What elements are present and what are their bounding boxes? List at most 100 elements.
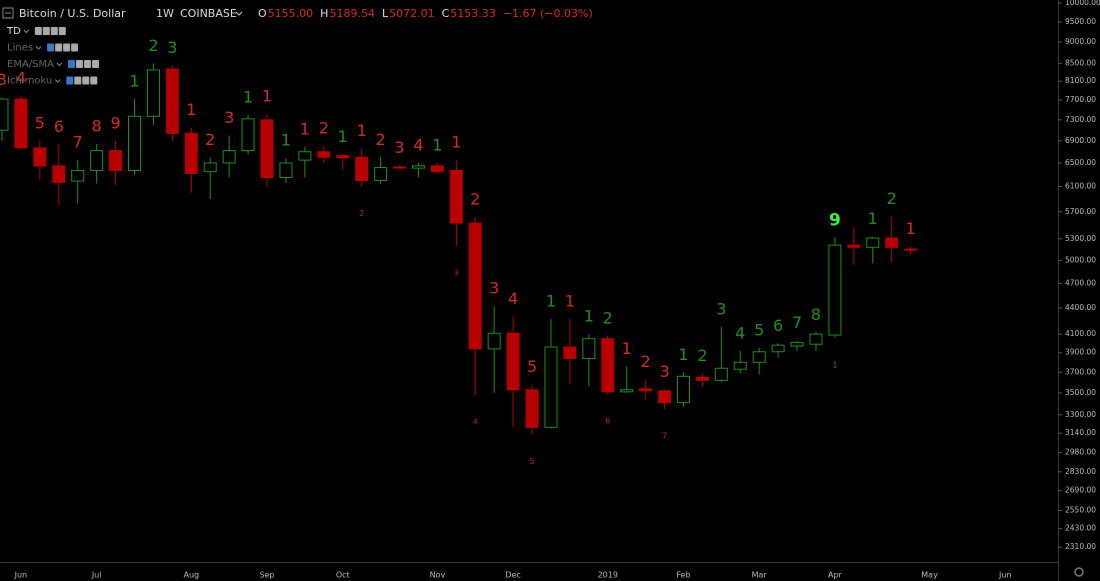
- candle-body: [752, 351, 766, 363]
- candle-body: [374, 167, 388, 182]
- y-tick-label: 2310.00: [1065, 542, 1096, 551]
- candle-body: [866, 237, 880, 248]
- candle-body: [279, 162, 293, 179]
- td-count: 5: [527, 357, 537, 376]
- x-tick-label: Aug: [183, 571, 199, 580]
- candle-body: [0, 98, 9, 131]
- candle-body: [449, 169, 463, 224]
- td-count: 1: [565, 292, 575, 311]
- candle-body: [128, 115, 142, 171]
- exchange: COINBASE: [180, 7, 237, 20]
- x-tick-label: Jul: [91, 571, 102, 580]
- settings-gear[interactable]: [1074, 567, 1084, 577]
- td-count: 1: [338, 127, 348, 146]
- y-tick-label: 3500.00: [1065, 388, 1096, 397]
- td-count: 1: [678, 345, 688, 364]
- td-count: 1: [906, 219, 916, 238]
- td-count: 2: [603, 308, 613, 327]
- td-count: 3: [167, 38, 177, 57]
- candle-body: [525, 389, 539, 428]
- td-count: 1: [546, 292, 556, 311]
- td-setup: 1: [832, 360, 837, 369]
- candle-body: [582, 338, 596, 359]
- candle-body: [639, 388, 653, 392]
- td-count: 3: [394, 138, 404, 157]
- td-count: 1: [868, 209, 878, 228]
- td-count: 4: [413, 135, 423, 154]
- y-tick-label: 8100.00: [1065, 76, 1096, 85]
- candle-body: [695, 376, 709, 381]
- candle-body: [298, 151, 312, 161]
- candle-body: [203, 162, 217, 173]
- y-tick-label: 10000.00: [1065, 0, 1100, 7]
- collapse-button[interactable]: [2, 7, 14, 19]
- candle-body: [563, 346, 577, 359]
- dropdown-caret[interactable]: [235, 11, 243, 16]
- ohlc-label: L: [382, 7, 389, 20]
- td-count: 3: [489, 279, 499, 298]
- indicator-caret: [35, 46, 42, 50]
- candle-body: [904, 248, 918, 251]
- y-tick-label: 9000.00: [1065, 37, 1096, 46]
- y-tick-label: 7700.00: [1065, 95, 1096, 104]
- indicator-button[interactable]: [83, 60, 91, 68]
- indicator-button[interactable]: [82, 76, 90, 85]
- td-count: 1: [584, 307, 594, 326]
- indicator-button[interactable]: [91, 60, 99, 68]
- indicator-button[interactable]: [67, 60, 75, 68]
- candle-body: [411, 165, 425, 169]
- td-count: 1: [451, 133, 461, 152]
- ohlc-value: 5072.01: [389, 7, 435, 20]
- td-count: 1: [129, 72, 139, 91]
- td-setup: 2: [359, 209, 364, 218]
- y-tick-label: 3300.00: [1065, 410, 1096, 419]
- indicator-button[interactable]: [47, 43, 55, 52]
- td-setup: 7: [662, 432, 667, 441]
- candle-body: [90, 150, 104, 171]
- indicator-button[interactable]: [42, 27, 50, 35]
- candle-body: [487, 332, 501, 350]
- td-count: 1: [300, 119, 310, 138]
- candle-body: [676, 375, 690, 404]
- y-tick-label: 4100.00: [1065, 329, 1096, 338]
- ohlc-value: 5153.33: [450, 7, 496, 20]
- td-count: 2: [697, 346, 707, 365]
- x-tick-label: Mar: [752, 571, 768, 580]
- indicator-name: EMA/SMA: [7, 59, 54, 70]
- td-count: 5: [754, 320, 764, 339]
- candle-body: [544, 346, 558, 428]
- candle-body: [52, 165, 66, 183]
- td-count: 2: [376, 130, 386, 149]
- interval: 1W: [156, 7, 174, 20]
- indicator-button[interactable]: [34, 27, 42, 35]
- indicator-button[interactable]: [74, 76, 82, 85]
- candle-body: [468, 222, 482, 350]
- indicator-button[interactable]: [50, 27, 58, 35]
- y-tick-label: 2550.00: [1065, 506, 1096, 515]
- indicator-caret: [23, 29, 30, 34]
- x-tick-label: Oct: [336, 571, 350, 580]
- indicator-button[interactable]: [55, 43, 63, 52]
- td-count: 4: [735, 323, 745, 342]
- td-count: 7: [792, 313, 802, 332]
- td-setup: 3: [454, 268, 459, 277]
- y-tick-label: 5700.00: [1065, 207, 1096, 216]
- indicator-button[interactable]: [75, 60, 83, 68]
- x-tick-label: Jun: [998, 571, 1012, 580]
- indicator-button[interactable]: [63, 43, 71, 52]
- indicator-button[interactable]: [66, 76, 74, 85]
- y-tick-label: 2690.00: [1065, 486, 1096, 495]
- indicator-button[interactable]: [58, 27, 66, 35]
- td-count: 4: [508, 289, 518, 308]
- candle-body: [828, 244, 842, 336]
- td-count: 1: [281, 130, 291, 149]
- td-count: 6: [773, 316, 783, 335]
- indicator-button[interactable]: [90, 76, 98, 85]
- candle-body: [430, 165, 444, 173]
- candle-body: [222, 150, 236, 164]
- indicator-button[interactable]: [71, 43, 79, 52]
- x-tick-label: Apr: [828, 571, 843, 580]
- td-count: 8: [811, 305, 821, 324]
